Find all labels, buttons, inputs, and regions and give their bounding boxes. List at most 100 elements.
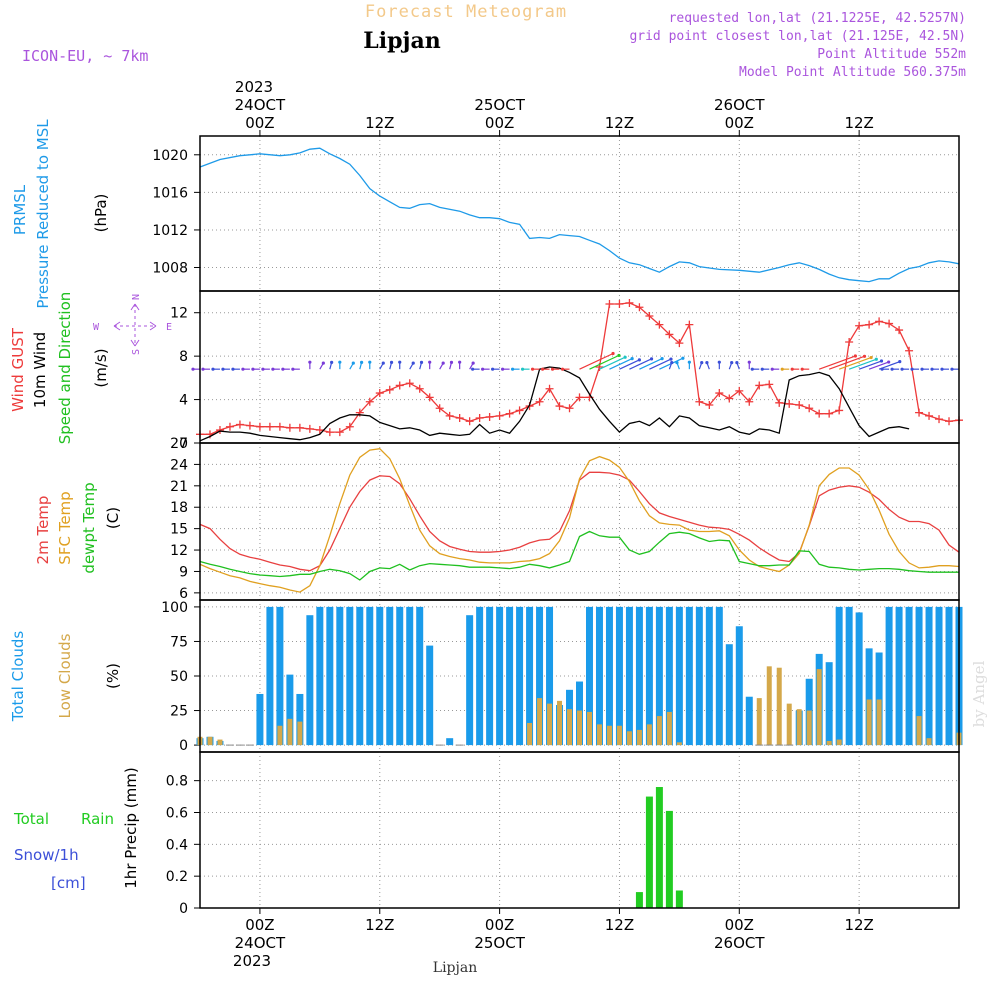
low-clouds-bar <box>756 698 762 746</box>
low-clouds-bar <box>836 739 842 746</box>
bottom-year-label: 2023 <box>233 952 271 970</box>
total-clouds-bar <box>635 606 643 746</box>
wind-ytick-label: 8 <box>179 349 188 365</box>
low-clouds-bar <box>826 740 832 746</box>
gust-point <box>305 424 314 433</box>
total-clouds-bar <box>595 606 603 746</box>
top-date-label: 26OCT <box>714 96 765 114</box>
precip-rain-label: Rain <box>81 810 114 828</box>
total-clouds-bar <box>745 696 753 746</box>
total-clouds-bar <box>546 606 554 746</box>
gust-point <box>675 339 684 348</box>
temp-ytick-label: 6 <box>179 586 188 602</box>
temp-ytick-label: 21 <box>170 479 188 495</box>
total-clouds-bar <box>625 606 633 746</box>
top-hour-label: 12Z <box>605 114 634 132</box>
wind-direction-arrow <box>619 358 641 370</box>
wind-arrow-head <box>717 360 721 364</box>
total-clouds-bar <box>336 606 344 746</box>
compass-n: N <box>131 294 142 300</box>
gust-point <box>365 397 374 406</box>
wind-arrow-head <box>491 367 495 371</box>
gust-point <box>515 406 524 415</box>
low-clouds-bar <box>567 709 573 746</box>
wind-arrow-head <box>780 367 784 371</box>
wind-arrow-head <box>747 360 751 364</box>
total-clouds-bar <box>366 606 374 746</box>
wind-arrow-head <box>700 360 704 365</box>
gust-point <box>495 411 504 420</box>
low-clouds-bar <box>916 716 922 746</box>
wind-arrow-head <box>389 360 394 365</box>
clouds-ytick-label: 100 <box>161 600 188 616</box>
precip-ytick-label: 0.4 <box>166 837 188 853</box>
total-clouds-bar <box>376 606 384 746</box>
wind-direction-arrow <box>589 354 621 370</box>
pressure-panel: 1008 1012 1016 1020 <box>152 135 960 292</box>
wind-arrow-head <box>900 367 904 371</box>
gust-point <box>705 401 714 409</box>
gust-point <box>475 414 484 423</box>
precip-cm-label: [cm] <box>51 874 86 892</box>
gust-point <box>925 411 934 420</box>
bottom-hour-label: 00Z <box>485 916 514 934</box>
gust-point <box>905 346 914 355</box>
gust-point <box>385 385 394 394</box>
gust-point <box>825 409 834 418</box>
pressure-series-0-line <box>199 147 960 283</box>
gust-point <box>225 422 234 431</box>
total-clouds-bar <box>645 606 653 746</box>
wind-arrow-head <box>471 367 475 371</box>
pressure-ytick-label: 1016 <box>152 185 188 201</box>
wind-panel-labels: Wind GUST 10m Wind Speed and Direction (… <box>9 292 172 445</box>
pressure-ytick-label: 1008 <box>152 261 188 277</box>
temp-panel: 6 9 12 15 18 21 24 27 <box>170 436 960 602</box>
wind-arrow-head <box>510 367 515 371</box>
temp-series-dewpt-temp-line <box>199 530 959 581</box>
top-hour-label: 00Z <box>245 114 274 132</box>
total-clouds-bar <box>865 648 873 746</box>
total-clouds-bar <box>665 606 673 746</box>
pressure-frame <box>199 135 960 292</box>
wind-arrow-head <box>381 361 385 365</box>
total-clouds-bar <box>825 662 833 746</box>
wind-arrow-head <box>670 360 674 365</box>
rain-bar <box>675 890 683 908</box>
low-clouds-bar <box>866 699 872 746</box>
pressure-ytick-label: 1020 <box>152 148 188 164</box>
wind-arrow-head <box>869 355 873 360</box>
low-clouds-bar <box>527 722 533 746</box>
low-clouds-bar <box>577 710 582 746</box>
wind-arrow-head <box>520 367 525 371</box>
wind-unit: (m/s) <box>92 348 110 387</box>
wind-direction-arrow <box>848 358 878 370</box>
total-clouds-bar <box>725 644 733 746</box>
precip-panel: 0 0.2 0.4 0.6 0.8 <box>166 751 960 917</box>
wind-arrow-head <box>930 367 934 371</box>
total-clouds-bar <box>306 615 314 746</box>
total-clouds-bar <box>536 606 544 746</box>
wind-arrow-head <box>760 367 764 371</box>
gust-point <box>775 398 784 407</box>
wind-arrow-head <box>321 361 325 365</box>
wind-series-10m-wind-line <box>199 366 910 442</box>
gust-point <box>655 320 664 329</box>
wind-ytick-label: 12 <box>170 306 188 322</box>
wind-arrow-head <box>675 360 679 365</box>
gust-point <box>935 415 944 424</box>
gust-point <box>485 412 494 421</box>
total-clouds-bar <box>605 606 613 746</box>
low-clouds-bar <box>796 709 802 746</box>
info-line-2: grid point closest lon,lat (21.125E, 42.… <box>629 29 966 44</box>
total-clouds-bar <box>266 606 274 746</box>
gust-point <box>725 394 734 403</box>
gust-point <box>265 422 274 431</box>
gust-point <box>455 414 464 423</box>
precip-ytick-label: 0 <box>179 901 188 917</box>
rain-bar <box>635 892 643 908</box>
temp-ytick-label: 27 <box>170 436 188 452</box>
wind-direction-arrow <box>838 356 873 370</box>
total-clouds-bar <box>446 738 454 746</box>
wind-arrow-head <box>201 367 205 371</box>
